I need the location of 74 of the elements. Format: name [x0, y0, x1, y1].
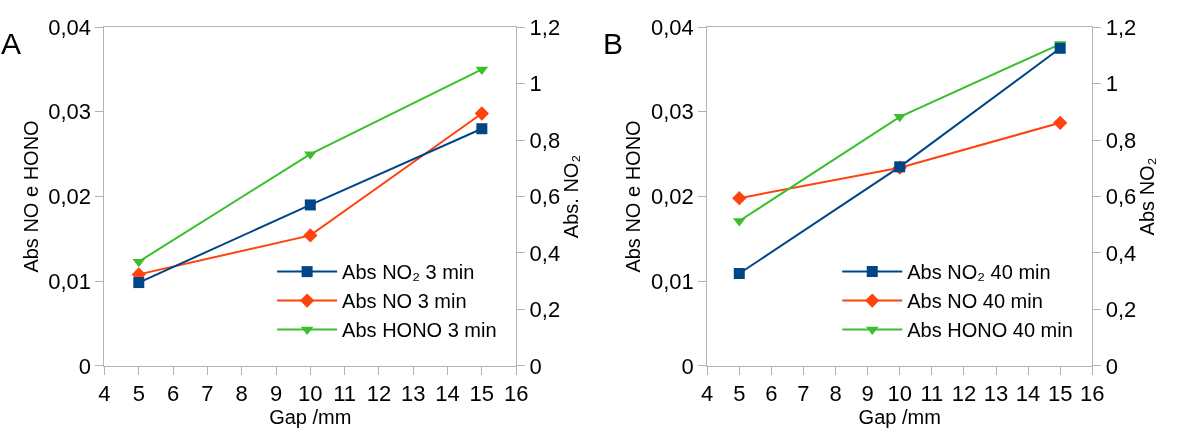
x-tick-label: 13 — [983, 381, 1009, 407]
x-tick-label: 10 — [887, 381, 912, 407]
y-axis-title: Abs NO e HONO — [19, 120, 42, 273]
y-tick-label: 0,02 — [48, 184, 92, 210]
x-tick-label: 15 — [469, 381, 495, 407]
y2-tick-label: 0,4 — [1105, 240, 1137, 266]
legend-label: Abs NO₂ 3 min — [342, 261, 475, 284]
x-tick-label: 4 — [98, 381, 111, 407]
y-axis-title: Abs NO e HONO — [622, 120, 645, 273]
point — [1053, 115, 1068, 130]
legend-label: Abs HONO 40 min — [907, 319, 1073, 342]
point — [133, 277, 145, 289]
y2-tick-label: 0,8 — [529, 127, 561, 153]
x-axis-title: Gap /mm — [269, 406, 352, 429]
x-tick-label: 16 — [1080, 381, 1105, 407]
x-tick-label: 9 — [861, 381, 874, 407]
point — [733, 268, 745, 280]
point — [303, 228, 318, 243]
x-tick-label: 15 — [1047, 381, 1073, 407]
x-tick-label: 4 — [701, 381, 714, 407]
x-tick-label: 7 — [797, 381, 810, 407]
legend-label: Abs NO₂ 40 min — [907, 261, 1051, 284]
x-tick-label: 11 — [920, 381, 944, 407]
y-tick-label: 0,04 — [48, 14, 92, 40]
y2-tick-label: 0 — [529, 353, 542, 379]
x-tick-label: 8 — [829, 381, 842, 407]
x-tick-label: 14 — [1015, 381, 1041, 407]
y-tick-label: 0 — [78, 353, 92, 379]
x-axis-title: Gap /mm — [858, 406, 941, 429]
x-tick-label: 5 — [132, 381, 145, 407]
y2-axis-title: Abs NO₂ — [1136, 157, 1159, 236]
y-tick-label: 0,01 — [48, 268, 92, 294]
y2-tick-label: 1,2 — [529, 14, 561, 40]
x-tick-label: 12 — [366, 381, 392, 407]
x-tick-label: 8 — [235, 381, 248, 407]
text: B — [603, 27, 624, 60]
y2-tick-label: 0,2 — [529, 297, 561, 323]
y2-tick-label: 0,8 — [1105, 127, 1137, 153]
point — [474, 106, 489, 121]
y2-tick-label: 0 — [1105, 353, 1118, 379]
x-tick-label: 5 — [733, 381, 746, 407]
y2-tick-label: 0,2 — [1105, 297, 1137, 323]
y-tick-label: 0,01 — [650, 268, 694, 294]
x-tick-label: 10 — [298, 381, 323, 407]
y-tick-label: 0,03 — [650, 99, 694, 125]
x-tick-label: 13 — [400, 381, 426, 407]
y-tick-label: 0,04 — [650, 14, 694, 40]
legend-label: Abs NO 40 min — [907, 290, 1043, 313]
y-tick-label: 0 — [681, 353, 694, 379]
y2-tick-label: 1 — [1105, 71, 1118, 97]
y2-tick-label: 0,4 — [529, 240, 561, 266]
text: A — [1, 27, 22, 60]
x-tick-label: 14 — [435, 381, 460, 407]
y2-axis-title: Abs. NO₂ — [560, 154, 583, 239]
legend-label: Abs HONO 3 min — [342, 319, 497, 342]
point — [132, 258, 146, 268]
x-tick-label: 11 — [333, 381, 357, 407]
point — [732, 191, 747, 206]
y2-tick-label: 1 — [529, 71, 542, 97]
point — [476, 123, 488, 135]
legend-label: Abs NO 3 min — [342, 290, 467, 313]
point — [304, 199, 316, 211]
y-tick-label: 0,02 — [650, 184, 694, 210]
y2-tick-label: 1,2 — [1105, 14, 1137, 40]
x-tick-label: 7 — [201, 381, 214, 407]
x-tick-label: 6 — [166, 381, 180, 407]
point — [1054, 42, 1066, 54]
y2-tick-label: 0,6 — [529, 184, 561, 210]
y2-tick-label: 0,6 — [1105, 184, 1137, 210]
x-tick-label: 9 — [269, 381, 283, 407]
y-tick-label: 0,03 — [48, 99, 92, 125]
x-tick-label: 6 — [765, 381, 778, 407]
x-tick-label: 16 — [503, 381, 529, 407]
x-tick-label: 12 — [951, 381, 977, 407]
